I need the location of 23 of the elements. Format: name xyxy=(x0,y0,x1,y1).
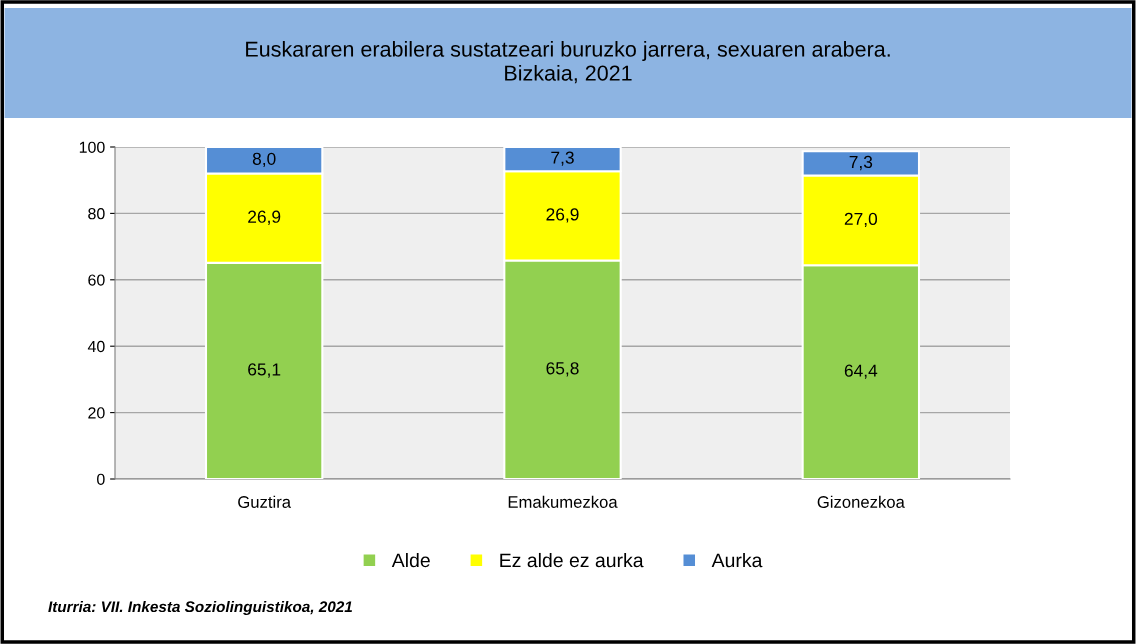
legend-label: Ez alde ez aurka xyxy=(500,552,644,568)
legend-label: Alde xyxy=(391,552,430,568)
data-label: 7,3 xyxy=(849,155,873,171)
data-label: 65,1 xyxy=(248,363,281,378)
data-label: 7,3 xyxy=(551,151,574,166)
x-tick-label: Emakumezkoa xyxy=(508,495,618,508)
data-label: 65,8 xyxy=(546,362,579,377)
data-label: 26,9 xyxy=(248,210,281,225)
data-label: 26,9 xyxy=(546,208,579,223)
y-tick-label: 0 xyxy=(97,473,105,485)
data-label: 8,0 xyxy=(252,152,276,167)
y-tick-label: 80 xyxy=(88,208,105,220)
chart-title: Euskararen erabilera sustatzeari buruzko jarrera, sexuaren arabera. Bizkaia, 2021 xyxy=(246,40,890,84)
text: Iturria: VII. Inkesta Soziolinguistikoa, 2021 xyxy=(48,600,352,616)
legend-label: Aurka xyxy=(711,552,763,568)
x-tick-label: Gizonezkoa xyxy=(817,495,905,508)
y-tick-label: 40 xyxy=(87,340,105,353)
x-tick-label: Guztira xyxy=(238,495,292,508)
data-label: 27,0 xyxy=(844,212,878,228)
y-tick-label: 100 xyxy=(79,141,105,153)
y-tick-label: 20 xyxy=(88,407,105,419)
y-tick-label: 60 xyxy=(88,274,105,286)
data-label: 64,4 xyxy=(844,364,878,379)
